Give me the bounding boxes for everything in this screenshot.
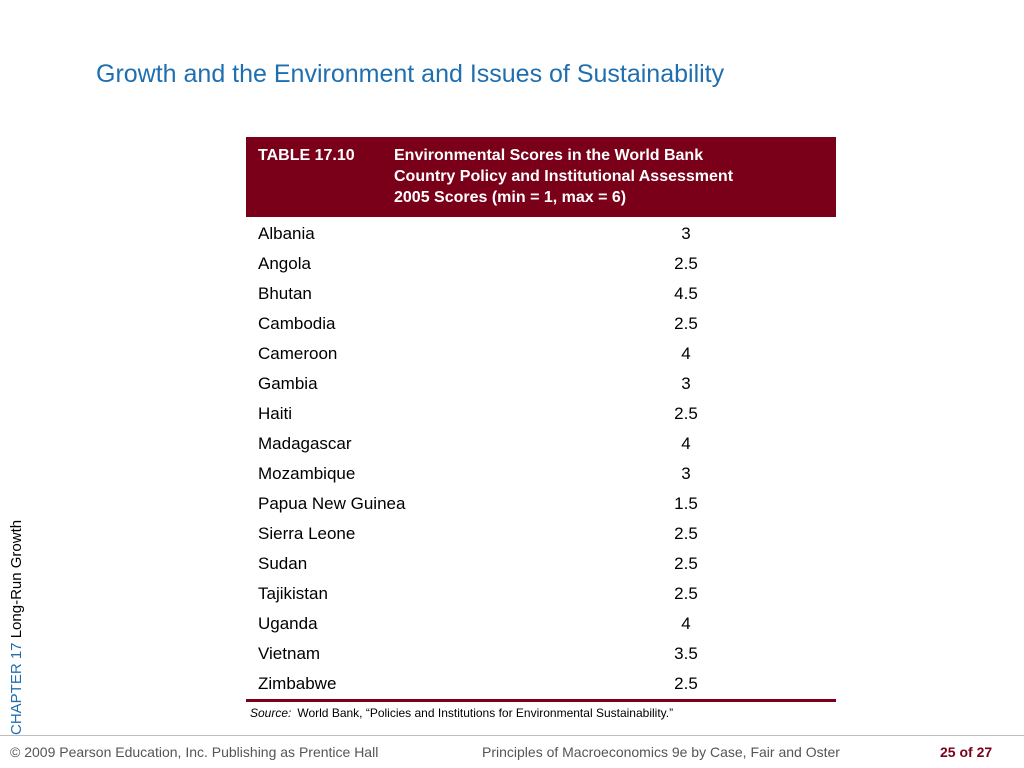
table-row: Angola 2.5 (246, 249, 836, 279)
table-bottom-rule (246, 699, 836, 702)
score-cell: 2.5 (674, 254, 698, 273)
source-note: Source: World Bank, “Policies and Institu… (250, 706, 673, 720)
score-cell: 2.5 (674, 314, 698, 333)
source-label: Source: (250, 706, 292, 720)
score-cell: 1.5 (674, 494, 698, 513)
score-cell: 3 (681, 224, 691, 243)
country-cell: Tajikistan (258, 584, 328, 603)
score-cell: 4 (681, 614, 691, 633)
score-cell: 2.5 (674, 554, 698, 573)
table-body: Albania 3 Angola 2.5 Bhutan 4.5 Cambodia 2.5 Cam… (246, 217, 836, 699)
country-cell: Haiti (258, 404, 293, 423)
table-row: Gambia 3 (246, 369, 836, 399)
score-cell: 2.5 (674, 674, 698, 693)
country-cell: Cambodia (258, 314, 336, 333)
chapter-number: CHAPTER 17 (8, 642, 25, 735)
country-cell: Papua New Guinea (258, 494, 406, 513)
score-cell: 2.5 (674, 524, 698, 543)
table-row: Sudan 2.5 (246, 549, 836, 579)
country-cell: Bhutan (258, 284, 312, 303)
chapter-topic: Long-Run Growth (8, 519, 25, 639)
table-row: Zimbabwe 2.5 (246, 669, 836, 699)
country-cell: Sierra Leone (258, 524, 356, 543)
country-cell: Albania (258, 224, 315, 243)
table-title-line: Country Policy and Institutional Assessm… (394, 168, 734, 185)
side-chapter-label: CHAPTER 17 Long-Run Growth (8, 520, 25, 735)
source-text: World Bank, “Policies and Institutions f… (297, 706, 674, 720)
scores-table: TABLE 17.10 Environmental Scores in the … (246, 137, 836, 702)
table-row: Papua New Guinea 1.5 (246, 489, 836, 519)
table-row: Cambodia 2.5 (246, 309, 836, 339)
table-row: Bhutan 4.5 (246, 279, 836, 309)
footer-book: Principles of Macroeconomics 9e by Case,… (482, 744, 840, 760)
country-cell: Madagascar (258, 434, 352, 453)
score-cell: 4 (681, 434, 691, 453)
score-cell: 3.5 (674, 644, 698, 663)
table-row: Madagascar 4 (246, 429, 836, 459)
slide-title: Growth and the Environment and Issues of… (96, 60, 725, 88)
country-cell: Mozambique (258, 464, 356, 483)
table-row: Vietnam 3.5 (246, 639, 836, 669)
score-cell: 2.5 (674, 584, 698, 603)
table-row: Cameroon 4 (246, 339, 836, 369)
score-cell: 2.5 (674, 404, 698, 423)
table-header: TABLE 17.10 Environmental Scores in the … (246, 137, 836, 217)
footer: © 2009 Pearson Education, Inc. Publishin… (0, 735, 1024, 768)
table-title-line: Environmental Scores in the World Bank (394, 147, 704, 164)
country-cell: Sudan (258, 554, 308, 573)
table-row: Uganda 4 (246, 609, 836, 639)
table-row: Tajikistan 2.5 (246, 579, 836, 609)
footer-copyright: © 2009 Pearson Education, Inc. Publishin… (10, 744, 379, 760)
country-cell: Gambia (258, 374, 318, 393)
country-cell: Vietnam (258, 644, 321, 663)
score-cell: 4 (681, 344, 691, 363)
page-indicator: 25 of 27 (940, 744, 993, 760)
country-cell: Angola (258, 254, 311, 273)
table-title: Environmental Scores in the World Bank C… (394, 145, 733, 217)
score-cell: 3 (681, 374, 691, 393)
table-row: Haiti 2.5 (246, 399, 836, 429)
table-row: Sierra Leone 2.5 (246, 519, 836, 549)
table-row: Mozambique 3 (246, 459, 836, 489)
country-cell: Uganda (258, 614, 318, 633)
table-title-line: 2005 Scores (min = 1, max = 6) (394, 189, 627, 206)
score-cell: 4.5 (674, 284, 698, 303)
table-number: TABLE 17.10 (258, 147, 355, 164)
country-cell: Cameroon (258, 344, 338, 363)
score-cell: 3 (681, 464, 691, 483)
country-cell: Zimbabwe (258, 674, 337, 693)
table-row: Albania 3 (246, 219, 836, 249)
